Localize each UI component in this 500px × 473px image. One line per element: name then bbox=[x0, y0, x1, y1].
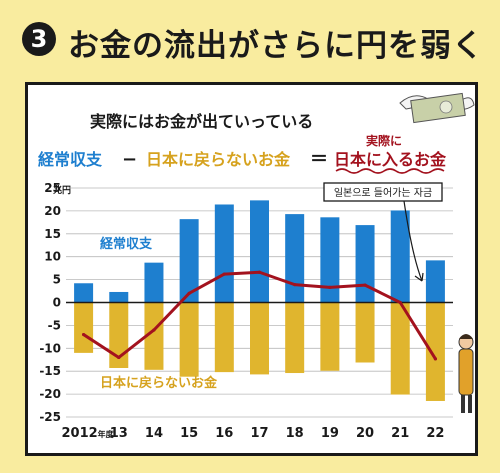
flying-money-icon bbox=[399, 92, 475, 124]
bar-current-account bbox=[74, 283, 94, 303]
x-tick-label: 20 bbox=[356, 426, 374, 441]
bar-current-account bbox=[144, 262, 164, 303]
net-inflow-point bbox=[152, 328, 156, 332]
y-tick-label: -25 bbox=[39, 410, 61, 424]
equation-term-not-returning: 日本に戻らないお金 bbox=[146, 150, 291, 169]
net-inflow-point bbox=[363, 283, 367, 287]
y-unit-label: 兆円 bbox=[53, 184, 71, 196]
section-number-badge: 3 bbox=[22, 22, 56, 56]
section-title: お金の流出がさらに円を弱く bbox=[68, 28, 484, 64]
bar-not-returning bbox=[320, 302, 340, 371]
bar-current-account bbox=[390, 210, 410, 303]
result-underline-wave bbox=[335, 168, 445, 174]
net-inflow-point bbox=[257, 270, 262, 274]
x-tick-label: 13 bbox=[110, 426, 128, 441]
section-heading: 3 お金の流出がさらに円を弱く bbox=[8, 6, 492, 64]
x-tick-label: 16 bbox=[215, 426, 233, 441]
y-tick-label: -20 bbox=[39, 387, 61, 401]
y-tick-label: 15 bbox=[44, 227, 61, 241]
bar-not-returning bbox=[179, 302, 199, 377]
bars bbox=[74, 200, 445, 401]
y-tick-label: 10 bbox=[44, 250, 61, 264]
bar-not-returning bbox=[250, 302, 269, 375]
bar-not-returning bbox=[285, 302, 305, 374]
chart-subtitle: 実際にはお金が出ていっている bbox=[90, 112, 313, 131]
bar-not-returning bbox=[214, 302, 234, 373]
equation-result: 日本に入るお金 bbox=[334, 150, 447, 169]
bar-current-account bbox=[320, 217, 340, 303]
y-tick-label: 0 bbox=[53, 296, 61, 310]
callout-box: 일본으로 들어가는 자금 bbox=[323, 182, 443, 282]
bar-current-account bbox=[214, 204, 234, 303]
person-illustration bbox=[458, 334, 474, 413]
equation-equals: ＝ bbox=[310, 149, 328, 170]
net-inflow-point bbox=[81, 332, 86, 337]
net-inflow-point bbox=[398, 300, 402, 305]
bar-current-account bbox=[355, 225, 375, 303]
net-inflow-point bbox=[222, 272, 226, 276]
bar-current-account bbox=[250, 200, 269, 303]
x-tick-label: 21 bbox=[391, 426, 409, 441]
x-tick-label: 15 bbox=[180, 426, 198, 441]
net-inflow-point bbox=[293, 283, 297, 287]
net-inflow-point bbox=[187, 291, 191, 295]
series-label-current-account: 経常収支 bbox=[100, 236, 153, 252]
bar-current-account bbox=[109, 291, 129, 303]
net-inflow-point bbox=[328, 285, 332, 289]
bar-current-account bbox=[179, 219, 199, 303]
equation-term-current-account: 経常収支 bbox=[38, 150, 103, 169]
bar-current-account bbox=[285, 214, 305, 303]
bar-not-returning bbox=[144, 302, 164, 370]
y-tick-label: 25 bbox=[44, 181, 61, 195]
y-tick-label: -5 bbox=[48, 318, 61, 332]
y-tick-label: -10 bbox=[39, 341, 61, 355]
bar-not-returning bbox=[109, 302, 129, 368]
y-tick-label: -15 bbox=[39, 364, 61, 378]
x-tick-label: 18 bbox=[286, 426, 304, 441]
y-axis-ticks: 25 20 15 10 5 0 -5 -10 -15 -20 -25 bbox=[39, 181, 61, 424]
net-inflow-point bbox=[433, 357, 438, 361]
x-tick-label: 2012年度 bbox=[61, 426, 114, 441]
net-inflow-line bbox=[81, 270, 438, 361]
equation-minus: − bbox=[122, 149, 137, 170]
x-tick-label: 19 bbox=[321, 426, 339, 441]
callout-arrow bbox=[403, 200, 423, 282]
y-tick-label: 20 bbox=[44, 204, 61, 218]
net-inflow-point bbox=[117, 355, 121, 360]
bar-not-returning bbox=[74, 302, 94, 353]
bar-not-returning bbox=[425, 302, 445, 401]
x-tick-label: 17 bbox=[250, 426, 268, 441]
bar-current-account bbox=[425, 260, 445, 303]
chart-svg: 実際にはお金が出ていっている 経常収支 − 日本に戻らないお金 ＝ 実際に 日本… bbox=[38, 92, 475, 441]
x-tick-label: 14 bbox=[145, 426, 163, 441]
x-tick-label: 22 bbox=[426, 426, 444, 441]
y-tick-label: 5 bbox=[53, 273, 61, 287]
equation-result-prefix: 実際に bbox=[366, 133, 402, 148]
equation: 経常収支 − 日本に戻らないお金 ＝ 実際に 日本に入るお金 bbox=[38, 133, 447, 174]
series-label-not-returning: 日本に戻らないお金 bbox=[100, 375, 218, 391]
bar-not-returning bbox=[355, 302, 375, 363]
bar-not-returning bbox=[390, 302, 410, 395]
chart-panel: 実際にはお金が出ていっている 経常収支 − 日本に戻らないお金 ＝ 実際に 日本… bbox=[25, 82, 478, 456]
callout-text: 일본으로 들어가는 자금 bbox=[334, 187, 432, 199]
